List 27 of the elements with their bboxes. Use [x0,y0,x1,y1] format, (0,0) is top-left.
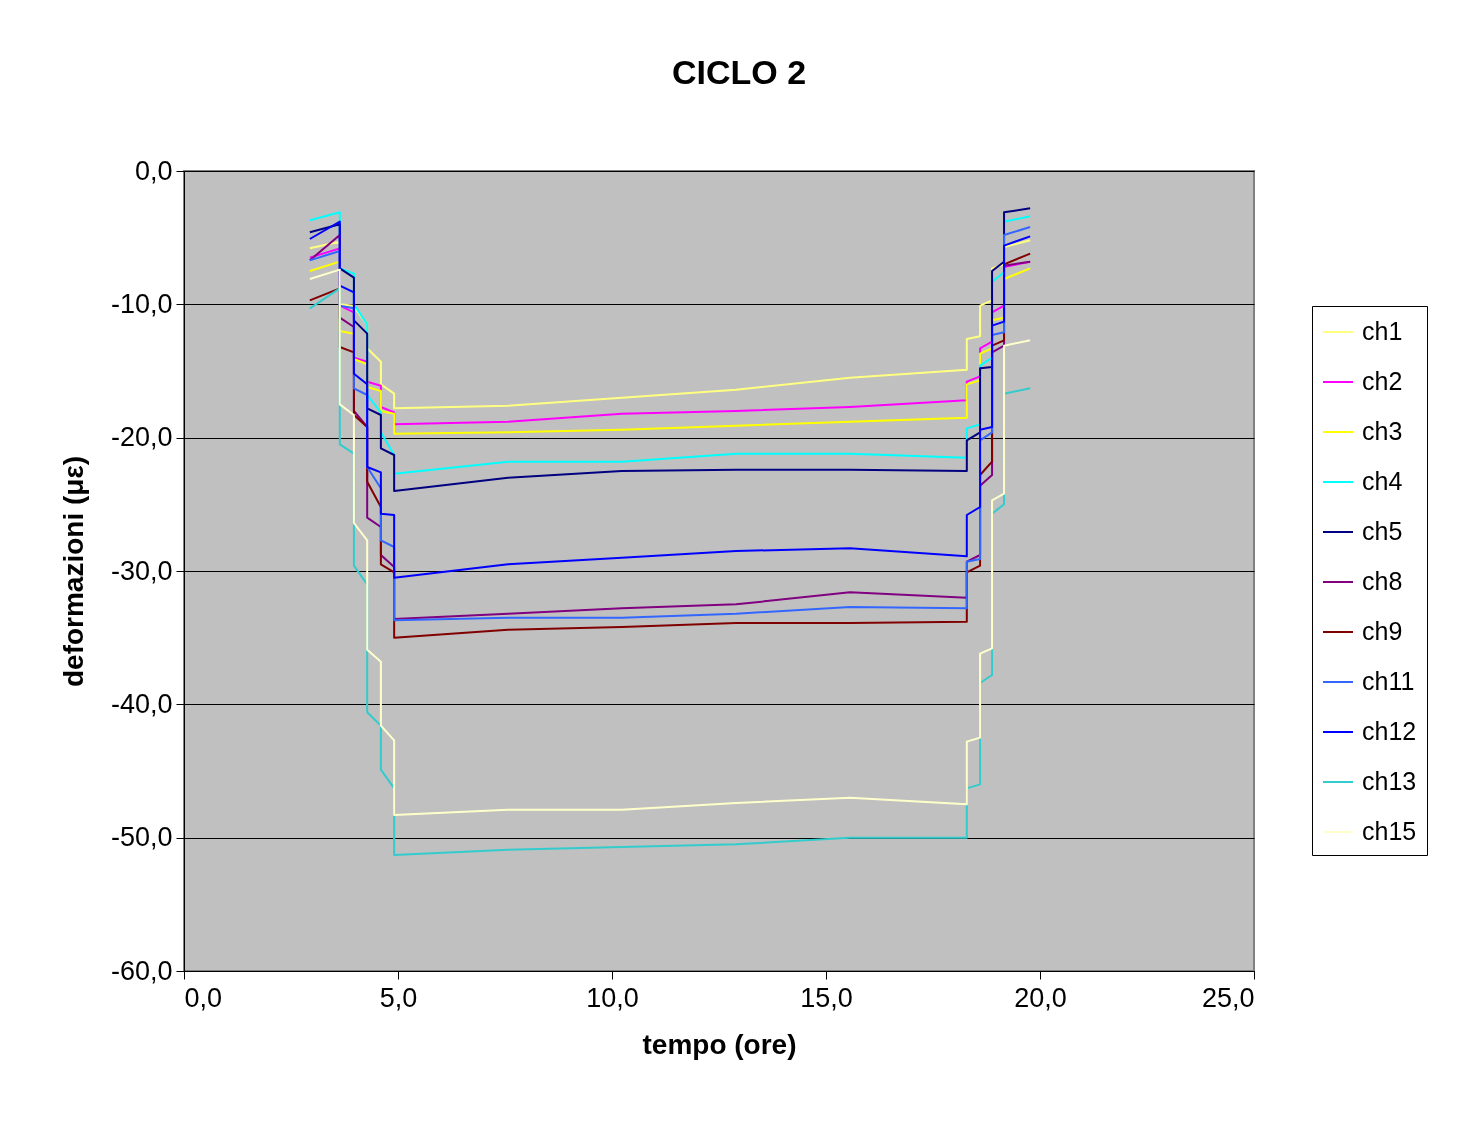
legend-label: ch5 [1362,517,1403,545]
y-tick-label: 0,0 [134,155,173,186]
y-tick-label: -30,0 [110,555,173,586]
legend-label: ch15 [1362,817,1417,845]
x-tick-label: 5,0 [379,982,418,1013]
y-tick-label: -50,0 [110,822,173,853]
legend-label: ch2 [1362,367,1403,395]
y-tick-label: -40,0 [110,688,173,719]
legend-label: ch11 [1362,667,1415,695]
y-axis-title: deformazioni (με) [57,455,89,688]
legend-label: ch3 [1362,417,1403,445]
y-tick-label: -60,0 [110,955,173,986]
x-axis-title: tempo (ore) [642,1028,797,1060]
x-tick-label: 0,0 [184,982,223,1013]
legend-label: ch4 [1362,467,1403,495]
legend-label: ch13 [1362,767,1417,795]
chart-title: CICLO 2 [671,53,807,91]
legend-label: ch12 [1362,717,1417,745]
legend-label: ch9 [1362,617,1403,645]
x-tick-label: 10,0 [586,982,639,1013]
y-tick-label: -20,0 [110,422,173,453]
legend-label: ch1 [1362,317,1403,345]
x-tick-label: 15,0 [800,982,853,1013]
x-tick-label: 20,0 [1014,982,1067,1013]
legend-label: ch8 [1362,567,1403,595]
x-tick-label: 25,0 [1201,982,1255,1013]
y-tick-label: -10,0 [110,288,173,319]
